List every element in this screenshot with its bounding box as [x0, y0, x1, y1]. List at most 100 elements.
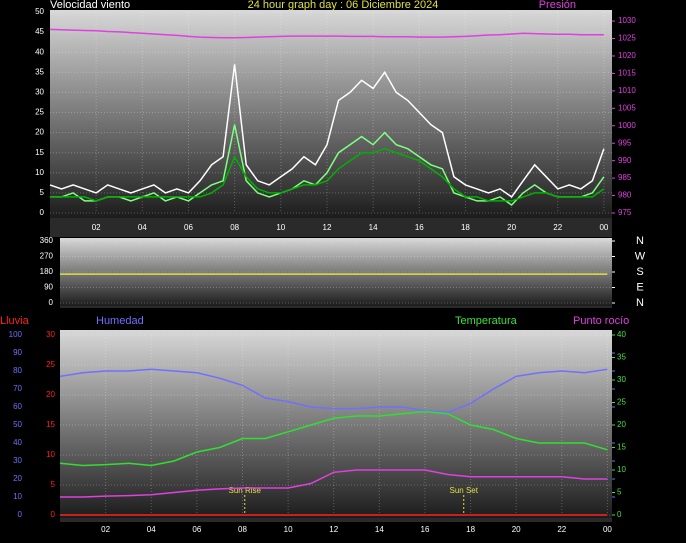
- plot-area: [60, 330, 612, 518]
- y-tick-label: 980: [618, 191, 632, 200]
- axis-title: Humedad: [96, 315, 144, 327]
- series-line: [59, 410, 608, 467]
- x-tick-label: 14: [375, 525, 384, 534]
- y-tick-label: 40: [617, 330, 626, 339]
- x-tick-label: 10: [284, 525, 293, 534]
- y-tick-label: 25: [46, 360, 55, 369]
- x-tick-label: 22: [553, 223, 562, 232]
- plot-area: [60, 238, 612, 306]
- y-tick-label: 990: [618, 156, 632, 165]
- y-tick-label: 10: [617, 465, 626, 474]
- y-tick-label: 25: [35, 108, 44, 117]
- series-line: [60, 469, 608, 498]
- y-tick-label: 20: [35, 128, 44, 137]
- y-tick-label: 0: [49, 298, 54, 307]
- y-tick-label: 15: [46, 420, 55, 429]
- plot-area: [50, 10, 612, 218]
- y-tick-label: 40: [35, 47, 44, 56]
- y-tick-label: 180: [40, 267, 54, 276]
- y-tick-label: 60: [13, 402, 22, 411]
- y-tick-label: 35: [35, 67, 44, 76]
- y-tick-label: 5: [617, 488, 622, 497]
- x-tick-label: 16: [421, 525, 430, 534]
- x-tick-label: 16: [415, 223, 424, 232]
- y-tick-label: 0: [40, 208, 45, 217]
- y-tick-label: 1030: [618, 16, 636, 25]
- y-tick-label: 30: [13, 456, 22, 465]
- y-tick-label: 15: [35, 148, 44, 157]
- axis-title: Lluvia: [0, 315, 30, 327]
- x-tick-label: 04: [147, 525, 156, 534]
- y-tick-label: 360: [40, 236, 54, 245]
- y-tick-label: 1020: [618, 51, 636, 60]
- x-tick-label: 08: [230, 223, 239, 232]
- y-tick-label: 35: [617, 353, 626, 362]
- y-tick-label: 20: [46, 390, 55, 399]
- axis-title: Temperatura: [455, 315, 518, 327]
- x-tick-label: 18: [461, 223, 470, 232]
- x-tick-label: 06: [192, 525, 201, 534]
- series-line: [50, 147, 605, 202]
- series-line: [59, 368, 608, 414]
- y-tick-label: 50: [35, 7, 44, 16]
- axis-title: Velocidad viento: [50, 0, 130, 11]
- x-tick-label: 06: [184, 223, 193, 232]
- y-tick-label: 70: [13, 384, 22, 393]
- x-tick-label: 00: [603, 525, 612, 534]
- y-tick-label: 0: [617, 510, 622, 519]
- y-tick-label: 0: [18, 510, 23, 519]
- y-tick-label: 985: [618, 173, 632, 182]
- x-tick-label: 10: [276, 223, 285, 232]
- x-tick-label: 08: [238, 525, 247, 534]
- x-tick-label: 20: [512, 525, 521, 534]
- x-tick-label: 22: [557, 525, 566, 534]
- y-tick-label: 80: [13, 366, 22, 375]
- axis-title: Presión: [539, 0, 576, 11]
- y-tick-label: 20: [617, 420, 626, 429]
- y-tick-label: 1015: [618, 69, 636, 78]
- annotation: Sun Rise: [229, 486, 262, 495]
- y-tick-label: 0: [51, 510, 56, 519]
- y-tick-label: W: [635, 250, 646, 262]
- y-tick-label: E: [636, 281, 643, 293]
- y-tick-label: N: [636, 297, 644, 309]
- y-tick-label: 30: [35, 88, 44, 97]
- series-line: [49, 64, 605, 198]
- y-tick-label: 40: [13, 438, 22, 447]
- y-tick-label: 10: [46, 450, 55, 459]
- y-tick-label: 30: [617, 375, 626, 384]
- y-tick-label: 1025: [618, 34, 636, 43]
- x-tick-label: 20: [507, 223, 516, 232]
- y-tick-label: 1005: [618, 103, 636, 112]
- y-tick-label: 20: [13, 474, 22, 483]
- y-tick-label: 1010: [618, 86, 636, 95]
- x-tick-label: 12: [329, 525, 338, 534]
- x-tick-label: 18: [466, 525, 475, 534]
- y-tick-label: 45: [35, 27, 44, 36]
- y-tick-label: 5: [40, 188, 45, 197]
- y-tick-label: 25: [617, 398, 626, 407]
- y-tick-label: 50: [13, 420, 22, 429]
- x-tick-label: 04: [138, 223, 147, 232]
- y-tick-label: 975: [618, 208, 632, 217]
- y-tick-label: 15: [617, 443, 626, 452]
- x-tick-label: 00: [599, 223, 608, 232]
- y-tick-label: 90: [13, 348, 22, 357]
- chart-title: 24 hour graph day : 06 Diciembre 2024: [248, 0, 439, 11]
- x-tick-label: 02: [101, 525, 110, 534]
- x-tick-label: 12: [323, 223, 332, 232]
- annotation: Sun Set: [450, 486, 479, 495]
- y-tick-label: 995: [618, 138, 632, 147]
- y-tick-label: 90: [44, 283, 53, 292]
- y-tick-label: S: [636, 266, 643, 278]
- y-tick-label: 1000: [618, 121, 636, 130]
- axis-title: Punto rocío: [573, 315, 629, 327]
- y-tick-label: 5: [51, 480, 56, 489]
- y-tick-label: 100: [9, 330, 23, 339]
- x-tick-label: 02: [92, 223, 101, 232]
- y-tick-label: N: [636, 235, 644, 247]
- y-tick-label: 30: [46, 330, 55, 339]
- y-tick-label: 270: [40, 252, 54, 261]
- y-tick-label: 10: [13, 492, 22, 501]
